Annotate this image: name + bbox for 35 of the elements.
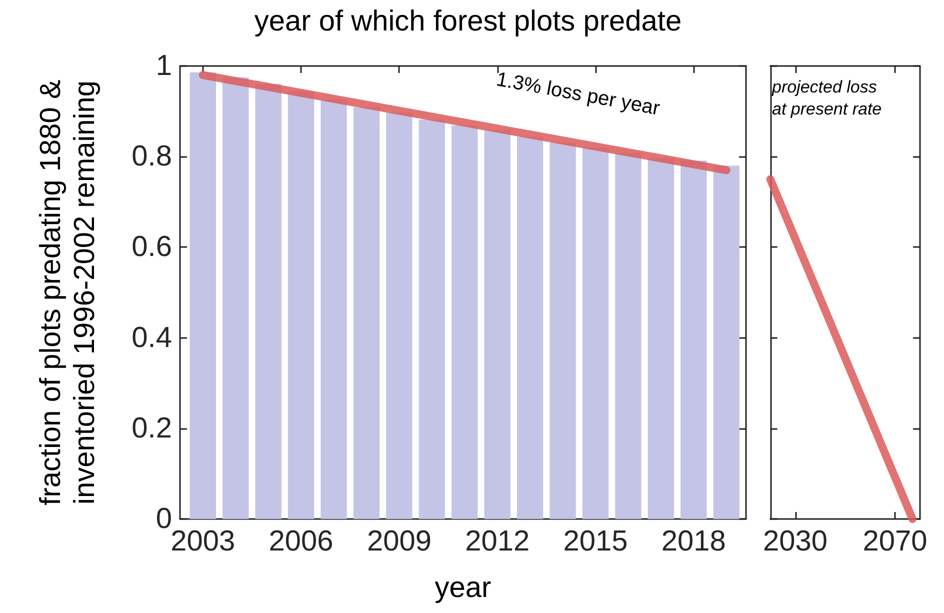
- bar: [713, 166, 740, 519]
- bar: [222, 77, 249, 519]
- bar: [680, 160, 707, 519]
- x-tick-label: 2012: [465, 526, 530, 558]
- y-tick-label: 0.6: [132, 231, 172, 264]
- chart-title: year of which forest plots predate: [254, 6, 682, 38]
- x-tick-label: 2018: [661, 526, 726, 558]
- bar: [484, 130, 510, 519]
- annotation: projected loss at present rate: [771, 78, 882, 118]
- bar: [550, 142, 576, 519]
- y-tick-label: 0: [156, 503, 172, 535]
- y-tick-label: 1: [156, 50, 172, 82]
- y-tick-label: 0.4: [132, 322, 172, 354]
- x-tick-label: 2003: [170, 526, 236, 558]
- bar: [190, 72, 216, 519]
- x-tick-label: 2070: [862, 526, 928, 558]
- bar: [255, 84, 282, 519]
- bar: [648, 158, 674, 519]
- bar: [582, 148, 609, 519]
- x-tick-label: 2015: [563, 526, 628, 558]
- y-tick-label: 0.8: [132, 140, 172, 173]
- x-tick-label: 2006: [268, 526, 334, 558]
- y-tick-label: 0.2: [132, 412, 172, 444]
- bar: [516, 136, 544, 519]
- bar: [386, 112, 412, 519]
- bar: [615, 152, 642, 519]
- x-tick-label: 2009: [366, 526, 432, 558]
- bar: [353, 107, 380, 519]
- bar: [452, 125, 478, 519]
- y-axis-title: fraction of plots predating 1880 & inventoried 1996-2002 remaining: [35, 80, 101, 506]
- bar: [418, 119, 446, 519]
- annotation: 1.3% loss per year: [494, 68, 662, 120]
- bar: [320, 100, 347, 519]
- x-tick-label: 2030: [763, 526, 828, 558]
- x-axis-title: year: [434, 572, 492, 604]
